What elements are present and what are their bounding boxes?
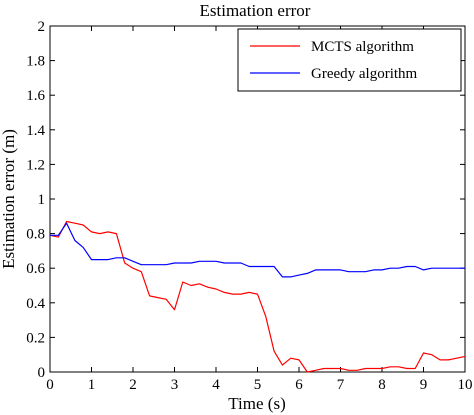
legend-box: [237, 28, 462, 92]
legend: MCTS algorithm Greedy algorithm: [237, 28, 462, 92]
x-tick-label: 10: [458, 377, 473, 393]
y-tick-label: 1.4: [26, 123, 45, 139]
series-line-greedy: [50, 222, 465, 278]
x-tick-label: 5: [254, 377, 262, 393]
y-tick-label: 1.6: [26, 88, 45, 104]
x-tick-label: 9: [420, 377, 428, 393]
x-tick-label: 7: [337, 377, 345, 393]
y-tick-label: 0.6: [26, 261, 45, 277]
y-tick-label: 1.8: [26, 54, 45, 70]
y-tick-label: 0: [38, 365, 46, 381]
x-tick-label: 1: [88, 377, 96, 393]
series-lines: [49, 220, 466, 373]
x-tick-label: 2: [129, 377, 137, 393]
y-tick-label: 1: [38, 192, 46, 208]
y-tick-label: 0.4: [26, 296, 45, 312]
y-tick-label: 2: [38, 19, 46, 35]
y-tick-label: 0.2: [26, 330, 45, 346]
x-axis-label: Time (s): [228, 394, 285, 413]
x-tick-label: 3: [171, 377, 179, 393]
legend-label-mcts: MCTS algorithm: [311, 39, 414, 55]
axis-ticks: 0 1 2 3 4 5 6 7 8 9 10 0 0.2 0.4 0.6 0.8 1 1.2 1.4 1.6 1.8 2: [26, 19, 472, 393]
x-tick-label: 4: [212, 377, 220, 393]
y-tick-label: 1.2: [26, 157, 45, 173]
series-line-mcts: [49, 220, 466, 373]
x-tick-label: 6: [295, 377, 303, 393]
y-tick-label: 0.8: [26, 227, 45, 243]
x-tick-label: 8: [378, 377, 386, 393]
chart-title: Estimation error: [200, 1, 311, 20]
x-tick-label: 0: [46, 377, 54, 393]
legend-label-greedy: Greedy algorithm: [311, 66, 418, 82]
y-axis-label: Estimation error (m): [0, 129, 18, 269]
